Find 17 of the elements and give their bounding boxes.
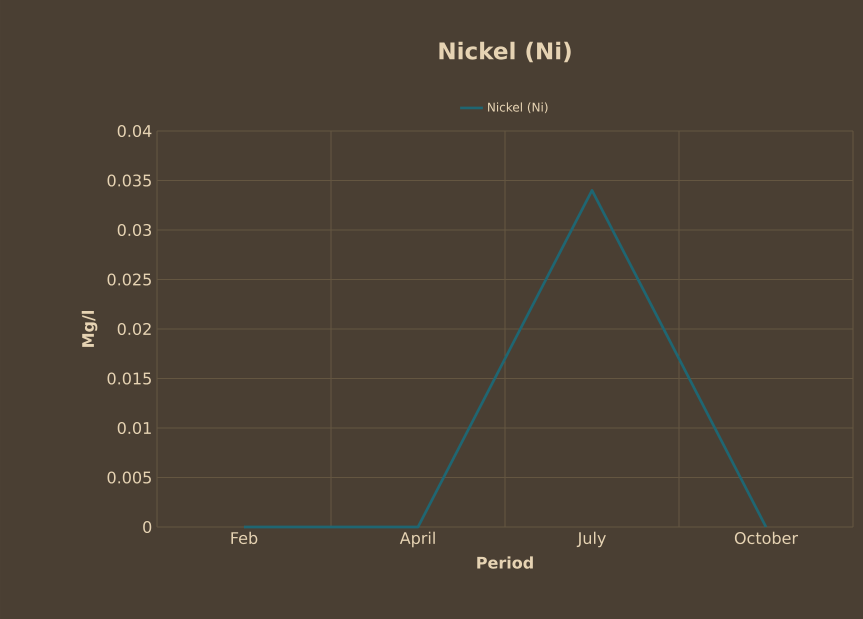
y-tick-label: 0.02 [118, 322, 151, 336]
y-tick-label: 0.035 [108, 174, 151, 187]
y-tick-label: 0.005 [108, 471, 151, 484]
x-tick-label: October [734, 532, 798, 544]
legend-label: Nickel (Ni) [488, 102, 548, 114]
y-tick-label: 0.04 [118, 124, 152, 138]
chart-title: Nickel (Ni) [439, 42, 571, 62]
x-axis-title: Period [477, 556, 533, 569]
y-tick-label: 0.01 [118, 422, 151, 434]
x-tick-label: Feb [231, 532, 258, 544]
x-tick-label: April [400, 532, 435, 548]
y-tick-label: 0.025 [108, 273, 151, 286]
y-tick-label: 0.03 [118, 224, 151, 236]
y-tick-label: 0 [143, 520, 152, 534]
x-tick-label: July [576, 532, 606, 548]
y-axis-title: Mg/l [82, 310, 98, 347]
y-tick-label: 0.015 [108, 372, 151, 385]
